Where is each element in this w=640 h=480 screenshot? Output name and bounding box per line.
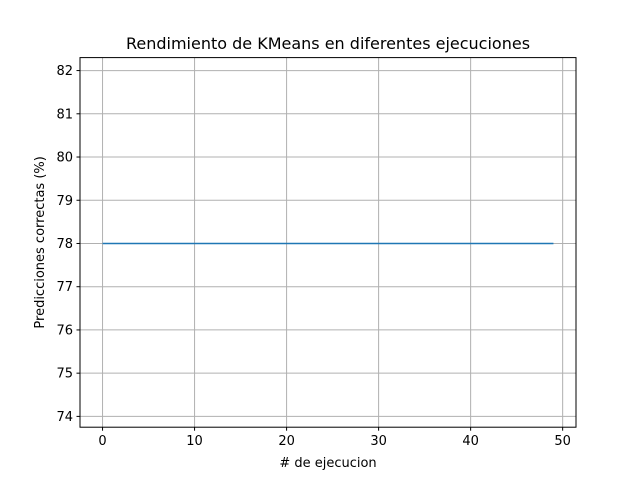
x-tick-label: 30 — [370, 434, 387, 449]
x-tick-label: 20 — [278, 434, 295, 449]
x-tick-label: 0 — [98, 434, 106, 449]
y-tick-label: 75 — [56, 367, 73, 382]
plot-frame — [79, 57, 577, 428]
y-axis-label: Predicciones correctas (%) — [33, 156, 48, 328]
x-axis-label: # de ejecucion — [279, 456, 376, 471]
y-tick-label: 79 — [56, 194, 73, 209]
chart-title: Rendimiento de KMeans en diferentes ejec… — [126, 34, 530, 53]
y-tick-label: 81 — [56, 107, 73, 122]
y-tick-label: 77 — [56, 280, 73, 295]
y-tick-label: 80 — [56, 151, 73, 166]
y-tick-label: 82 — [56, 64, 73, 79]
x-tick-label: 50 — [554, 434, 571, 449]
ticks: 0 10 20 30 40 50 74 75 76 77 78 79 80 81 82 — [56, 64, 570, 449]
x-tick-label: 10 — [186, 434, 203, 449]
y-tick-label: 76 — [56, 323, 73, 338]
y-tick-label: 74 — [56, 410, 73, 425]
y-tick-label: 78 — [56, 237, 73, 252]
x-tick-label: 40 — [462, 434, 479, 449]
